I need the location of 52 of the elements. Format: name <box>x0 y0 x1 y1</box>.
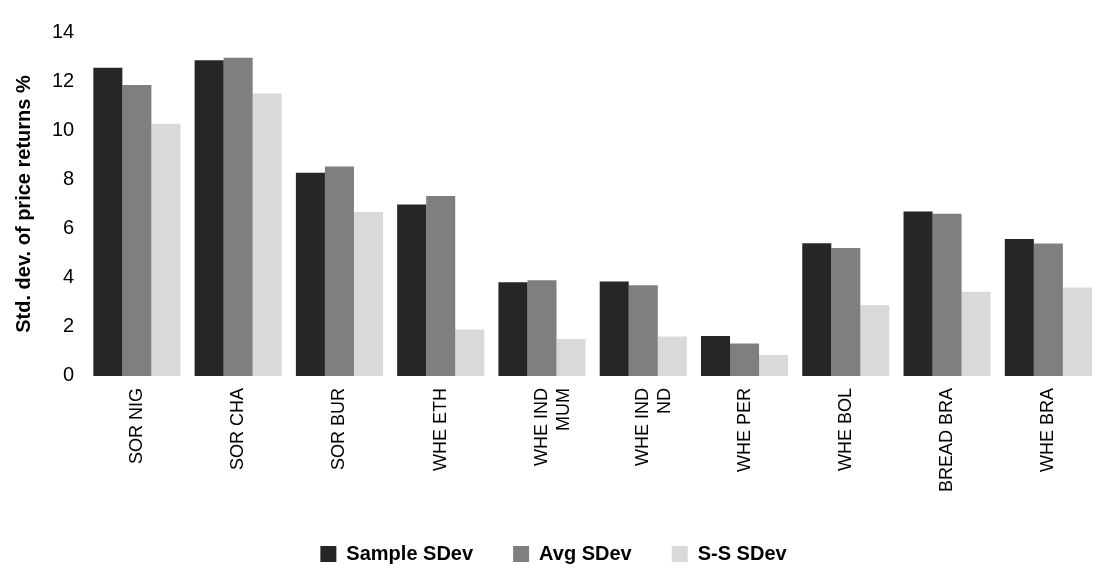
bar <box>903 211 933 376</box>
y-tick-label: 12 <box>52 68 75 91</box>
bar <box>700 335 731 376</box>
bar <box>223 57 253 376</box>
bar <box>151 123 181 376</box>
legend-label: Avg SDev <box>539 541 633 564</box>
bar <box>932 213 962 376</box>
y-tick-label: 8 <box>63 166 75 189</box>
bar <box>252 93 282 376</box>
bar <box>397 204 427 376</box>
x-tick-label: WHE BOL <box>834 387 855 471</box>
y-tick-label: 6 <box>63 216 75 239</box>
y-tick-label: 2 <box>63 314 75 337</box>
bar <box>527 280 557 376</box>
bar <box>498 282 528 376</box>
x-tick-label: WHE BRA <box>1037 387 1058 472</box>
x-tick-label: WHE IND ND <box>632 387 674 466</box>
x-tick-label: WHE ETH <box>429 387 450 471</box>
x-tick-label: WHE PER <box>733 387 754 472</box>
bar <box>93 67 123 376</box>
bar <box>353 212 383 376</box>
y-tick-label: 4 <box>63 265 75 288</box>
bar <box>860 305 890 376</box>
x-tick-label: SOR BUR <box>328 387 349 470</box>
y-axis-title: Std. dev. of price returns % <box>11 75 34 333</box>
y-tick-label: 14 <box>52 19 75 42</box>
legend-label: S-S SDev <box>697 541 788 564</box>
y-tick-label: 0 <box>63 363 75 386</box>
bar <box>759 354 789 376</box>
bar <box>1062 287 1092 376</box>
bar <box>295 172 325 376</box>
bar <box>599 281 629 376</box>
x-tick-label: SOR CHA <box>227 387 248 470</box>
bar <box>556 339 586 376</box>
bar <box>657 336 687 376</box>
x-tick-label: WHE IND MUM <box>530 387 573 466</box>
x-tick-label: BREAD BRA <box>936 387 957 492</box>
bar <box>122 85 152 376</box>
bar <box>1004 238 1034 376</box>
bar <box>730 343 760 376</box>
x-tick-label: SOR NIG <box>125 387 146 464</box>
bar <box>1033 243 1063 376</box>
y-tick-label: 10 <box>52 117 75 140</box>
bar <box>628 285 658 376</box>
bar <box>802 243 832 376</box>
bar <box>455 329 485 376</box>
bar <box>324 166 354 376</box>
bar <box>831 247 861 376</box>
bar <box>194 60 224 376</box>
bar <box>426 195 456 376</box>
bar <box>961 291 991 376</box>
legend-label: Sample SDev <box>346 541 474 564</box>
